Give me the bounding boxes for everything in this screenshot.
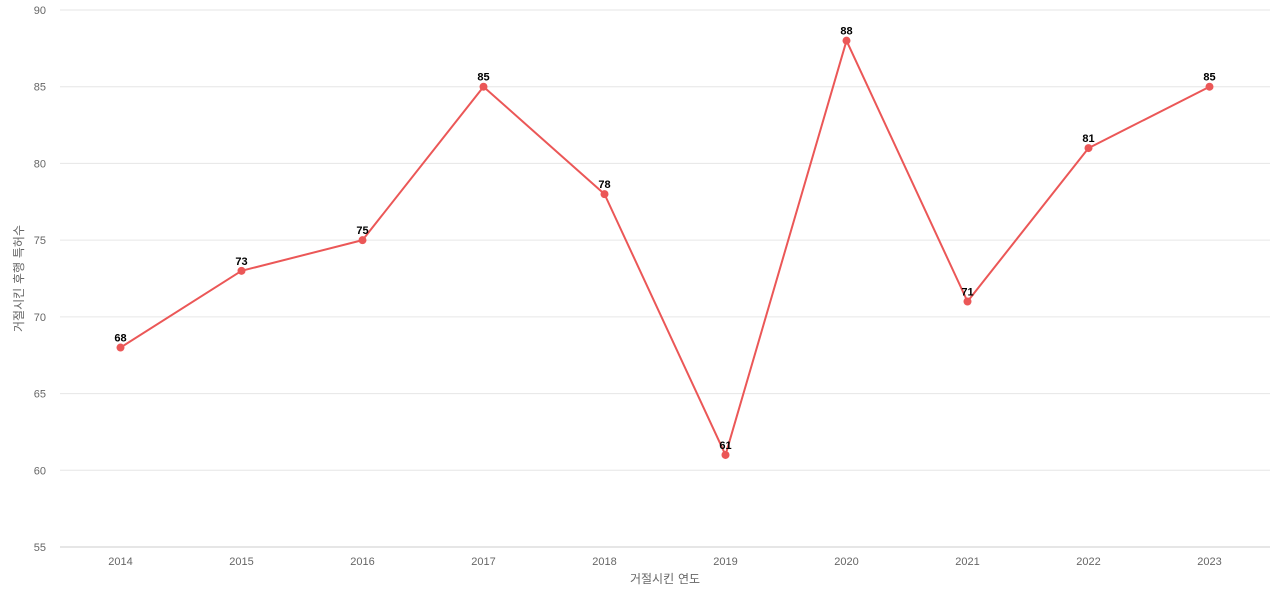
y-tick-label: 55: [34, 542, 46, 554]
data-label: 73: [235, 256, 247, 268]
y-tick-label: 65: [34, 389, 46, 401]
x-axis-ticks: 2014 2015 2016 2017 2018 2019 2020 2021 2022 2023: [108, 556, 1221, 568]
y-tick-label: 80: [34, 158, 46, 170]
data-point: [721, 450, 730, 459]
x-tick-label: 2020: [834, 556, 858, 568]
data-labels: 68 73 75 85 78 61 88 71 81 85: [114, 26, 1215, 452]
x-tick-label: 2021: [955, 556, 979, 568]
series-line: [119, 39, 1210, 456]
data-point: [116, 343, 125, 352]
data-label: 78: [598, 179, 610, 191]
data-point: [358, 236, 367, 245]
x-axis-title: 거절시킨 연도: [630, 572, 700, 586]
data-label: 68: [114, 333, 126, 345]
x-tick-label: 2018: [592, 556, 616, 568]
y-tick-label: 60: [34, 465, 46, 477]
data-point: [479, 82, 488, 91]
series-group: [116, 36, 1214, 459]
y-axis-ticks: 55 60 65 70 75 80 85 90: [34, 5, 46, 554]
x-tick-label: 2022: [1076, 556, 1100, 568]
gridlines: [60, 9, 1270, 548]
x-tick-label: 2017: [471, 556, 495, 568]
data-label: 61: [719, 440, 731, 452]
y-tick-label: 90: [34, 5, 46, 17]
data-label: 85: [1203, 72, 1215, 84]
data-point: [1205, 82, 1214, 91]
data-point: [842, 36, 851, 45]
data-label: 71: [961, 287, 973, 299]
data-label: 75: [356, 225, 368, 237]
y-tick-label: 85: [34, 82, 46, 94]
data-point: [1084, 144, 1093, 153]
data-label: 88: [840, 26, 852, 38]
y-tick-label: 70: [34, 312, 46, 324]
data-label: 81: [1082, 133, 1094, 145]
data-point: [237, 266, 246, 275]
x-tick-label: 2016: [350, 556, 374, 568]
x-tick-label: 2014: [108, 556, 132, 568]
x-tick-label: 2023: [1197, 556, 1221, 568]
data-point: [963, 297, 972, 306]
y-tick-label: 75: [34, 235, 46, 247]
x-tick-label: 2015: [229, 556, 253, 568]
x-tick-label: 2019: [713, 556, 737, 568]
data-label: 85: [477, 72, 489, 84]
y-axis-title: 거절시킨 후행 특허수: [11, 225, 26, 332]
data-point: [600, 190, 609, 199]
